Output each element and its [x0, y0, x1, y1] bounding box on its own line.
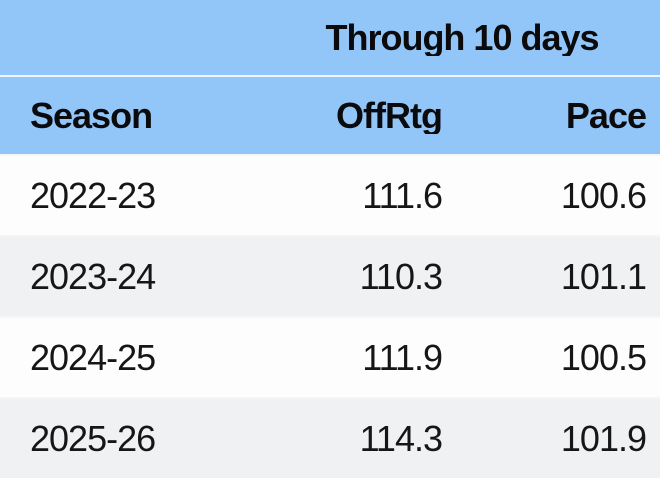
pace-cell: 101.9: [560, 420, 647, 457]
season-cell: 2024-25: [30, 339, 156, 376]
column-header-offrtg: OffRtg: [336, 97, 442, 134]
table-merged-header-row: Through 10 days: [0, 0, 660, 75]
table-column-header-row: Season OffRtg Pace: [0, 75, 660, 154]
season-cell: 2022-23: [30, 177, 156, 214]
table-row: 2022-23 111.6 100.6: [0, 154, 660, 235]
season-cell: 2025-26: [30, 420, 156, 457]
table-row: 2025-26 114.3 101.9: [0, 397, 660, 478]
column-header-pace: Pace: [565, 97, 647, 134]
offrtg-cell: 111.6: [362, 177, 442, 214]
offrtg-cell: 114.3: [359, 420, 442, 457]
offrtg-cell: 111.9: [362, 339, 442, 376]
column-header-season: Season: [30, 97, 153, 134]
table-row: 2024-25 111.9 100.5: [0, 316, 660, 397]
offrtg-cell: 110.3: [359, 258, 442, 295]
pace-cell: 101.1: [560, 258, 647, 295]
table-title: Through 10 days: [325, 19, 599, 56]
pace-cell: 100.6: [560, 177, 647, 214]
pace-cell: 100.5: [560, 339, 647, 376]
table-row: 2023-24 110.3 101.1: [0, 235, 660, 316]
season-cell: 2023-24: [30, 258, 156, 295]
